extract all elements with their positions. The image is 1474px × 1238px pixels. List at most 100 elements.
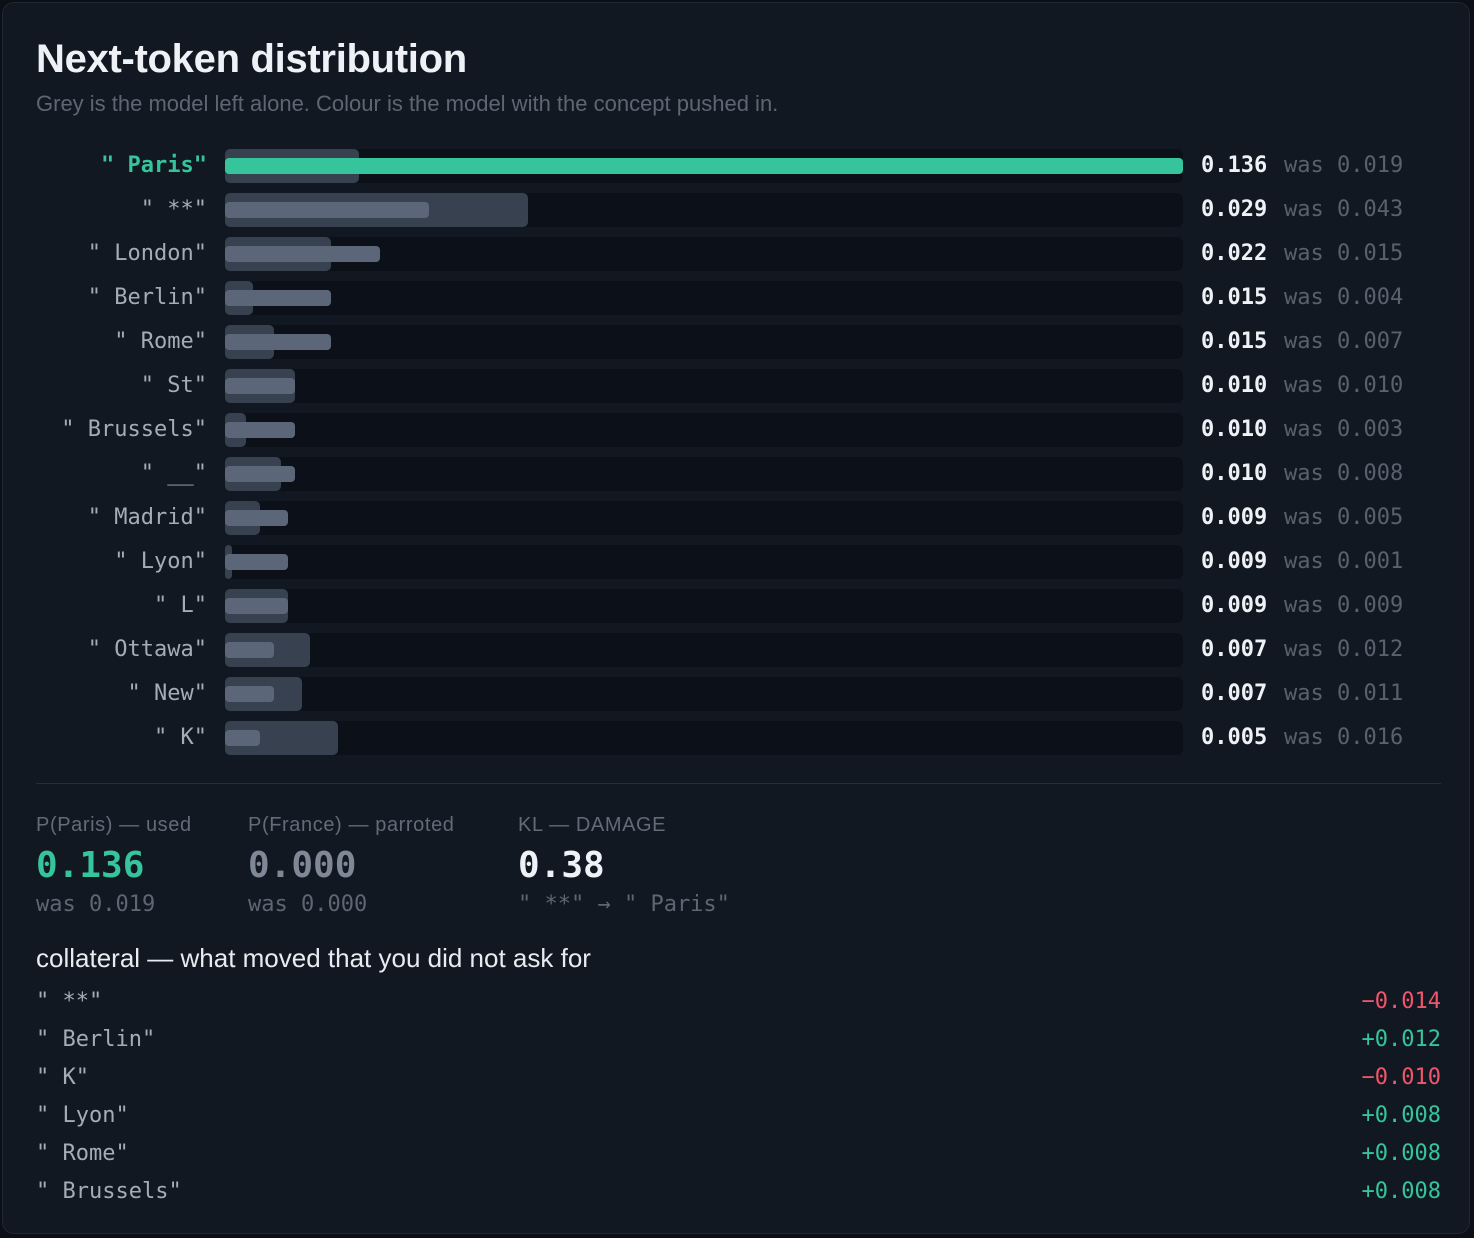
prob-value: 0.010 <box>1201 417 1268 442</box>
prob-value: 0.010 <box>1201 373 1268 398</box>
was-prefix: was <box>1284 329 1324 354</box>
bar-track <box>225 413 1183 447</box>
collateral-token: " Brussels" <box>36 1179 182 1204</box>
prob-value: 0.029 <box>1201 197 1268 222</box>
collateral-delta: −0.014 <box>1361 989 1441 1014</box>
chart-row: " Madrid" 0.009 was 0.005 <box>3 501 1471 535</box>
was-number: 0.011 <box>1337 681 1404 706</box>
was-prefix: was <box>1284 549 1324 574</box>
bar-track <box>225 501 1183 535</box>
was-prefix: was <box>1284 285 1324 310</box>
was-prefix: was <box>1284 241 1324 266</box>
collateral-item: " Berlin" +0.012 <box>36 1023 1441 1057</box>
collateral-token: " Rome" <box>36 1141 129 1166</box>
bar-track <box>225 589 1183 623</box>
chart-row: " Ottawa" 0.007 was 0.012 <box>3 633 1471 667</box>
collateral-token: " Berlin" <box>36 1027 156 1052</box>
collateral-item: " **" −0.014 <box>36 985 1441 1019</box>
was-number: 0.004 <box>1337 285 1404 310</box>
metric-label: KL — DAMAGE <box>518 814 667 836</box>
collateral-delta: −0.010 <box>1361 1065 1441 1090</box>
was-value: was 0.008 <box>1284 457 1403 491</box>
was-number: 0.012 <box>1337 637 1404 662</box>
was-value: was 0.019 <box>1284 149 1403 183</box>
was-prefix: was <box>1284 725 1324 750</box>
prob-value: 0.005 <box>1201 725 1268 750</box>
was-number: 0.019 <box>1337 153 1404 178</box>
collateral-token: " **" <box>36 989 103 1014</box>
chart-row: " London" 0.022 was 0.015 <box>3 237 1471 271</box>
steered-bar <box>225 158 1183 174</box>
was-value: was 0.010 <box>1284 369 1403 403</box>
was-prefix: was <box>1284 153 1324 178</box>
prob-value: 0.136 <box>1201 153 1268 178</box>
was-value: was 0.043 <box>1284 193 1403 227</box>
was-number: 0.015 <box>1337 241 1404 266</box>
chart-row: " Lyon" 0.009 was 0.001 <box>3 545 1471 579</box>
metric-label: P(France) — parroted <box>248 814 455 836</box>
token-label: " **" <box>140 197 207 222</box>
metric-sub: was 0.000 <box>248 892 368 917</box>
was-number: 0.003 <box>1337 417 1404 442</box>
was-value: was 0.011 <box>1284 677 1403 711</box>
metric-value: 0.136 <box>36 845 145 886</box>
bar-track <box>225 369 1183 403</box>
token-label: " L" <box>154 593 207 618</box>
collateral-item: " K" −0.010 <box>36 1061 1441 1095</box>
was-prefix: was <box>1284 197 1324 222</box>
was-prefix: was <box>1284 593 1324 618</box>
was-value: was 0.007 <box>1284 325 1403 359</box>
collateral-delta: +0.008 <box>1361 1141 1441 1166</box>
collateral-title: collateral — what moved that you did not… <box>36 943 591 973</box>
was-number: 0.010 <box>1337 373 1404 398</box>
metric-p-france: P(France) — parroted 0.000 was 0.000 <box>248 811 455 921</box>
was-value: was 0.005 <box>1284 501 1403 535</box>
was-prefix: was <box>1284 681 1324 706</box>
metric-sub: was 0.019 <box>36 892 156 917</box>
collateral-item: " Rome" +0.008 <box>36 1137 1441 1171</box>
was-value: was 0.003 <box>1284 413 1403 447</box>
collateral-item: " Brussels" +0.008 <box>36 1175 1441 1209</box>
prob-value: 0.007 <box>1201 637 1268 662</box>
token-label: " New" <box>127 681 207 706</box>
was-number: 0.005 <box>1337 505 1404 530</box>
chart-row: " New" 0.007 was 0.011 <box>3 677 1471 711</box>
metric-label: P(Paris) — used <box>36 814 192 836</box>
token-label: " Lyon" <box>114 549 207 574</box>
was-number: 0.007 <box>1337 329 1404 354</box>
bar-track <box>225 545 1183 579</box>
steered-bar <box>225 422 296 438</box>
was-value: was 0.009 <box>1284 589 1403 623</box>
bar-track <box>225 325 1183 359</box>
steered-bar <box>225 246 380 262</box>
bar-track <box>225 457 1183 491</box>
chart-row: " Rome" 0.015 was 0.007 <box>3 325 1471 359</box>
chart-row: " L" 0.009 was 0.009 <box>3 589 1471 623</box>
was-prefix: was <box>1284 373 1324 398</box>
was-prefix: was <box>1284 637 1324 662</box>
was-value: was 0.001 <box>1284 545 1403 579</box>
chart-row: " K" 0.005 was 0.016 <box>3 721 1471 755</box>
section-divider <box>36 783 1441 784</box>
prob-value: 0.015 <box>1201 329 1268 354</box>
collateral-item: " Lyon" +0.008 <box>36 1099 1441 1133</box>
bar-track <box>225 237 1183 271</box>
page-subtitle: Grey is the model left alone. Colour is … <box>36 91 779 116</box>
page-title: Next-token distribution <box>36 37 467 81</box>
collateral-delta: +0.012 <box>1361 1027 1441 1052</box>
prob-value: 0.009 <box>1201 505 1268 530</box>
chart-row: " Berlin" 0.015 was 0.004 <box>3 281 1471 315</box>
steered-bar <box>225 730 261 746</box>
prob-value: 0.010 <box>1201 461 1268 486</box>
steered-bar <box>225 290 331 306</box>
was-value: was 0.015 <box>1284 237 1403 271</box>
was-number: 0.043 <box>1337 197 1404 222</box>
token-label: " St" <box>140 373 207 398</box>
token-bar-chart: " Paris" 0.136 was 0.019 " **" 0.029 was 0.04… <box>3 3 1471 783</box>
steered-bar <box>225 598 289 614</box>
steered-bar <box>225 510 289 526</box>
bar-track <box>225 149 1183 183</box>
steered-bar <box>225 686 275 702</box>
chart-row: " **" 0.029 was 0.043 <box>3 193 1471 227</box>
token-label: " Brussels" <box>61 417 207 442</box>
